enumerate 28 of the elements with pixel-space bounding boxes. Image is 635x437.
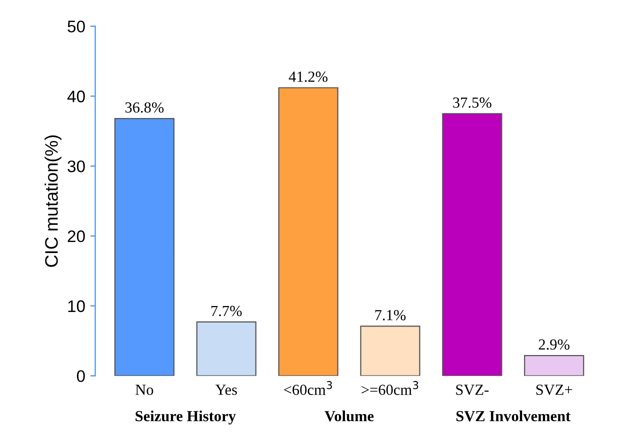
data-label: 2.9% xyxy=(538,339,570,350)
bar xyxy=(278,87,338,376)
y-tick-label: 40 xyxy=(67,90,85,102)
x-tick-label: Yes xyxy=(215,384,237,395)
x-tick-label: SVZ+ xyxy=(536,384,572,395)
data-label: 37.5% xyxy=(453,97,492,108)
bar xyxy=(360,326,420,376)
y-tick-label: 50 xyxy=(68,20,85,32)
y-tick-label: 0 xyxy=(76,370,85,382)
data-label: 7.7% xyxy=(211,306,242,316)
bar xyxy=(524,354,584,376)
bar xyxy=(196,321,256,376)
text: Volume xyxy=(324,410,374,422)
y-axis-title: CIC mutation(%) xyxy=(44,135,62,267)
x-tick-label: SVZ- xyxy=(456,384,489,395)
bar xyxy=(442,113,502,376)
text: SVZ Involvement xyxy=(456,410,571,422)
x-tick-label: >=60cm$^{3}$ xyxy=(362,381,418,395)
data-label: 41.2% xyxy=(288,72,328,82)
x-tick-label: No xyxy=(136,384,154,395)
y-tick-label: 20 xyxy=(68,230,85,242)
x-tick-label: <60cm$^{3}$ xyxy=(284,381,332,395)
text: Seizure History xyxy=(136,410,236,424)
y-tick-label: 10 xyxy=(68,300,85,312)
data-label: 36.8% xyxy=(125,102,164,113)
data-label: 7.1% xyxy=(375,310,406,320)
bar xyxy=(114,118,174,376)
y-tick-label: 30 xyxy=(68,160,85,172)
